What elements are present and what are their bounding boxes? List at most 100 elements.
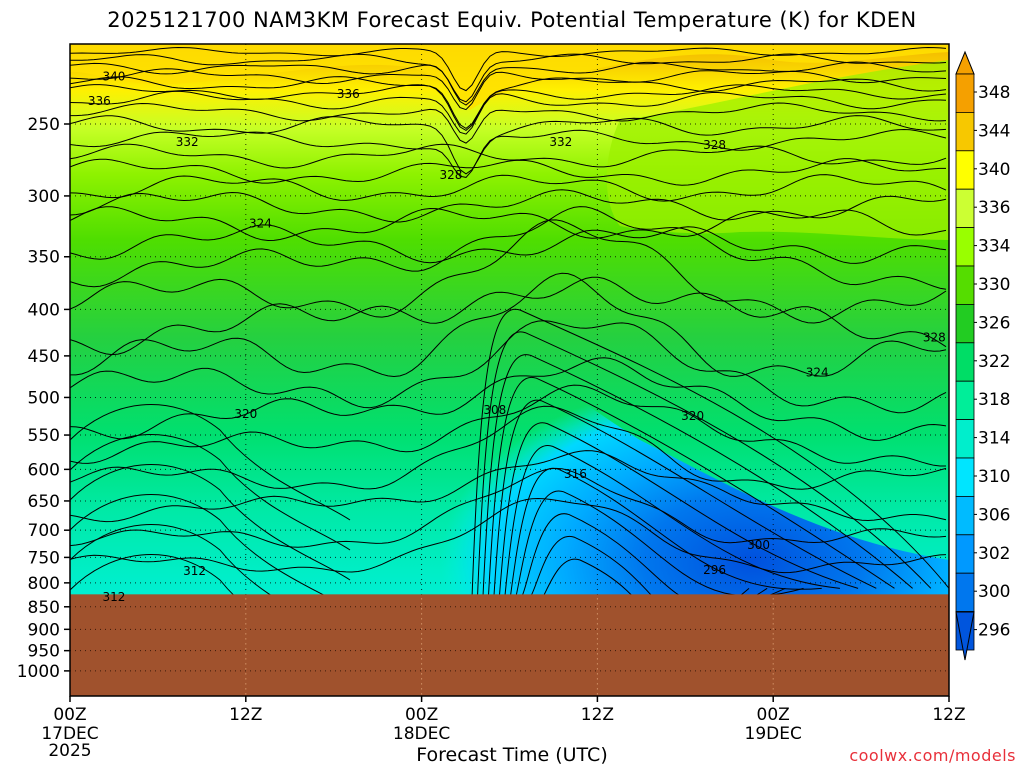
x-tick-year: 2025 bbox=[48, 741, 91, 761]
credit-link[interactable]: coolwx.com/models bbox=[849, 746, 1016, 765]
contour-line bbox=[70, 219, 947, 324]
contour-label: 312 bbox=[183, 564, 206, 578]
contour-line bbox=[493, 399, 877, 599]
contour-line bbox=[70, 434, 351, 551]
x-axis-title: Forecast Time (UTC) bbox=[416, 744, 608, 766]
colorbar-label: 348 bbox=[978, 83, 1010, 103]
x-tick-label: 00Z bbox=[757, 705, 790, 725]
colorbar-swatch bbox=[955, 380, 975, 421]
y-tick-label: 400 bbox=[28, 300, 60, 320]
colorbar-swatch bbox=[955, 457, 975, 497]
y-tick-label: 500 bbox=[28, 388, 60, 408]
contour-label: 340 bbox=[102, 70, 125, 84]
y-tick-label: 350 bbox=[28, 248, 60, 268]
contour-line bbox=[70, 464, 351, 581]
colorbar-label: 306 bbox=[978, 505, 1010, 525]
colorbar-swatch bbox=[955, 495, 975, 536]
chart-title: 2025121700 NAM3KM Forecast Equiv. Potent… bbox=[107, 8, 917, 32]
contour-line bbox=[471, 308, 949, 599]
colorbar-label: 302 bbox=[978, 544, 1010, 564]
contour-label: 328 bbox=[439, 168, 462, 182]
colorbar-label: 300 bbox=[978, 582, 1010, 602]
contour-line bbox=[70, 174, 947, 202]
contour-line bbox=[70, 68, 947, 111]
surface-terrain bbox=[70, 594, 949, 696]
colorbar-label: 314 bbox=[978, 429, 1010, 449]
colorbar-label: 322 bbox=[978, 352, 1010, 372]
contour-line bbox=[476, 331, 932, 599]
contour-label: 300 bbox=[747, 538, 770, 552]
colorbar-label: 326 bbox=[978, 313, 1010, 333]
colorbar-swatch bbox=[955, 188, 975, 228]
x-tick-date: 17DEC bbox=[41, 724, 98, 744]
contour-line bbox=[504, 445, 840, 599]
contour-line bbox=[70, 61, 947, 106]
contour-label: 320 bbox=[234, 407, 257, 421]
contour-label: 336 bbox=[337, 87, 360, 101]
colorbar-swatch bbox=[955, 73, 975, 113]
x-tick-date: 19DEC bbox=[745, 724, 802, 744]
x-tick-date: 18DEC bbox=[393, 724, 450, 744]
contour-label: 332 bbox=[549, 135, 572, 149]
contour-line bbox=[70, 276, 947, 356]
colorbar-swatch bbox=[955, 419, 975, 459]
contour-label: 324 bbox=[806, 366, 829, 380]
contour-label: 308 bbox=[483, 403, 506, 417]
contour-line bbox=[70, 494, 351, 611]
x-tick-label: 12Z bbox=[932, 705, 965, 725]
colorbar-swatch bbox=[955, 227, 975, 267]
contour-label: 328 bbox=[923, 330, 946, 344]
y-tick-label: 900 bbox=[28, 620, 60, 640]
contour-label: 324 bbox=[249, 216, 272, 230]
contour-label: 336 bbox=[88, 94, 111, 108]
contour-line bbox=[70, 128, 947, 178]
colorbar-label: 310 bbox=[978, 467, 1010, 487]
colorbar-label: 296 bbox=[978, 621, 1010, 641]
contour-label: 332 bbox=[176, 135, 199, 149]
colorbar-swatch bbox=[955, 112, 975, 152]
y-tick-label: 750 bbox=[28, 548, 60, 568]
contour-line bbox=[70, 189, 947, 223]
contour-line bbox=[482, 354, 913, 599]
colorbar-label: 330 bbox=[978, 275, 1010, 295]
contour-line bbox=[70, 224, 947, 264]
colorbar-label: 336 bbox=[978, 198, 1010, 218]
contour-label: 320 bbox=[681, 409, 704, 423]
x-tick-label: 12Z bbox=[581, 705, 614, 725]
colorbar-swatch bbox=[955, 342, 975, 382]
y-tick-label: 450 bbox=[28, 347, 60, 367]
colorbar-arrow-bottom bbox=[955, 611, 975, 661]
colorbar-label: 334 bbox=[978, 237, 1010, 257]
plot-area: 340 336 336 332 332 328 328 324 328 324 320 308 320 3… bbox=[70, 44, 949, 696]
y-tick-label: 300 bbox=[28, 187, 60, 207]
y-tick-label: 950 bbox=[28, 642, 60, 662]
x-tick-label: 12Z bbox=[229, 705, 262, 725]
contour-line bbox=[70, 206, 947, 242]
contour-line bbox=[70, 405, 947, 490]
colorbar-label: 344 bbox=[978, 121, 1010, 141]
colorbar: 348 344 340 336 334 330 326 322 318 314 310 306 302 3… bbox=[955, 50, 1010, 661]
contour-line bbox=[70, 158, 946, 186]
contour-line bbox=[70, 84, 947, 132]
colorbar-swatch bbox=[955, 303, 975, 344]
y-tick-label: 550 bbox=[28, 426, 60, 446]
plot-frame bbox=[69, 43, 950, 697]
contour-line bbox=[70, 102, 947, 144]
colorbar-label: 340 bbox=[978, 160, 1010, 180]
contour-line bbox=[487, 376, 895, 599]
x-tick-label: 00Z bbox=[53, 705, 86, 725]
contour-label: 312 bbox=[102, 590, 125, 604]
contour-line bbox=[70, 76, 947, 130]
colorbar-swatch bbox=[955, 572, 975, 613]
colorbar-label: 318 bbox=[978, 390, 1010, 410]
contour-line bbox=[70, 143, 947, 169]
contour-line bbox=[515, 490, 804, 599]
contour-line bbox=[70, 404, 351, 521]
contour-label: 316 bbox=[564, 467, 587, 481]
y-tick-label: 850 bbox=[28, 598, 60, 618]
contour-line bbox=[70, 53, 947, 103]
y-tick-label: 800 bbox=[28, 574, 60, 594]
contour-line bbox=[70, 272, 947, 378]
